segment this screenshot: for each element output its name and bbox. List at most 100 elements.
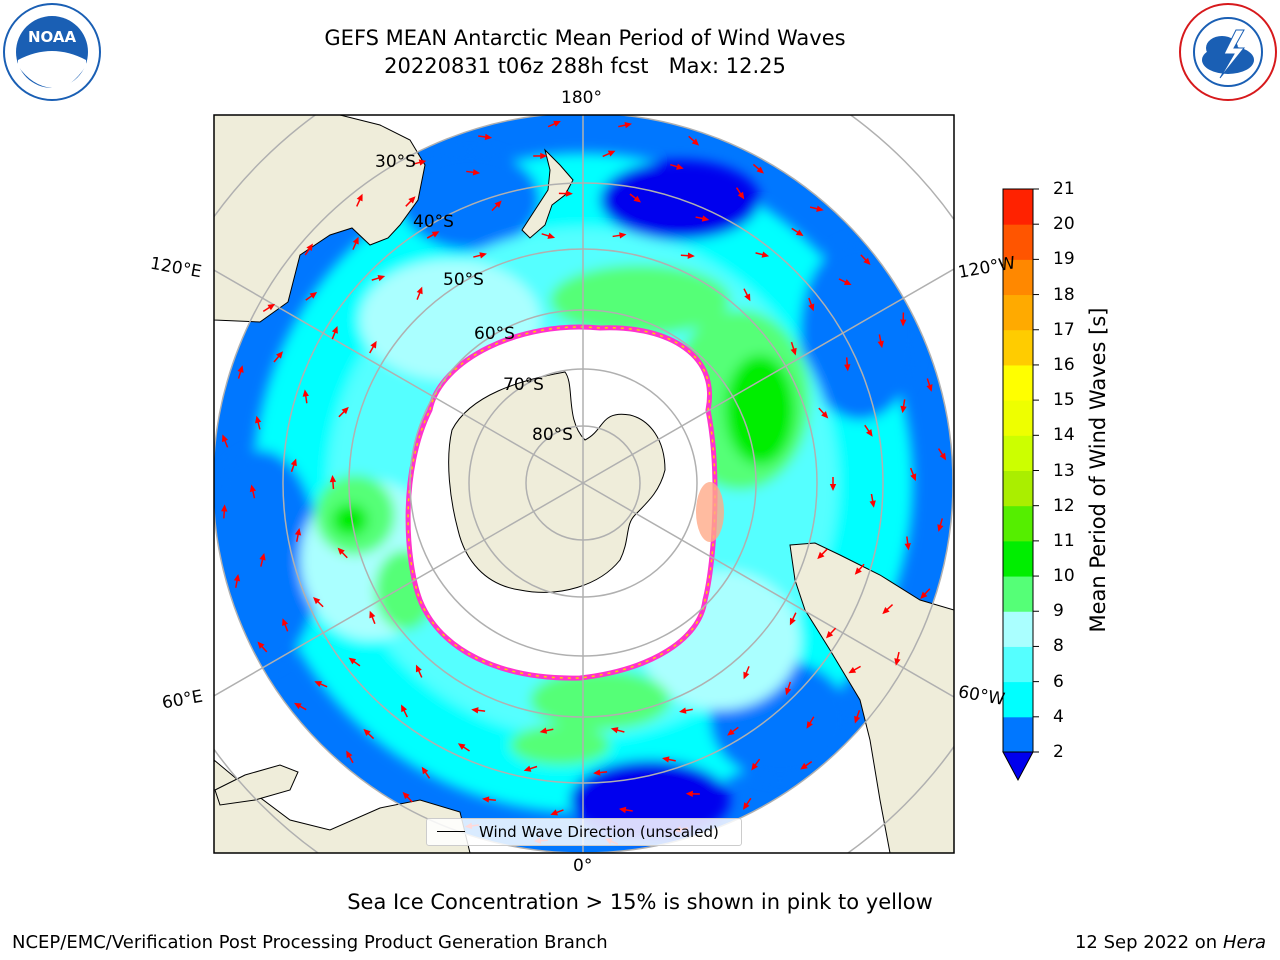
colorbar-segment: [1003, 224, 1033, 260]
wave-arrow-head: [341, 406, 349, 415]
chart-subtitle: 20220831 t06z 288h fcst Max: 12.25: [384, 54, 786, 78]
wave-arrow-head: [829, 484, 837, 491]
wave-arrow-head: [826, 631, 834, 639]
wave-arrow-head: [806, 721, 813, 729]
wave-arrow-head: [377, 275, 386, 282]
lat-label-70s: 70°S: [503, 375, 544, 395]
wave-arrow-head: [331, 326, 338, 334]
wave-arrow-head: [633, 195, 642, 203]
colorbar-segment: [1003, 646, 1033, 683]
wave-arrow-head: [329, 475, 337, 483]
wave-arrow-head: [854, 715, 861, 724]
lat-label-80s: 80°S: [532, 425, 573, 445]
lat-label-50s: 50°S: [443, 270, 484, 290]
wave-arrow-head: [843, 279, 852, 286]
wave-arrow-head: [737, 191, 745, 200]
wave-arrow-head: [481, 796, 490, 803]
wave-arrow-head: [607, 150, 616, 157]
footer-date-text: 12 Sep 2022 on: [1074, 932, 1218, 953]
wave-arrow-head: [337, 547, 345, 555]
wave-arrow-head: [624, 122, 632, 129]
wave-arrow-head: [619, 232, 627, 239]
wave-arrow-head: [939, 452, 947, 461]
wave-arrow-head: [363, 728, 371, 737]
colorbar-tick-label: 2: [1053, 742, 1064, 762]
legend-label: Wind Wave Direction (unscaled): [479, 823, 719, 841]
wave-arrow-head: [313, 596, 321, 605]
footer-credit: NCEP/EMC/Verification Post Processing Pr…: [12, 932, 608, 953]
wave-arrow-head: [821, 411, 829, 419]
colorbar-segment: [1003, 505, 1033, 542]
wave-arrow-head: [494, 200, 502, 208]
wave-arrow-head: [523, 765, 532, 772]
wave-arrow-head: [348, 657, 357, 665]
wave-arrow-head: [744, 293, 751, 302]
colorbar-segment: [1003, 329, 1033, 366]
colorbar-tick-label: 21: [1053, 179, 1075, 199]
wave-arrow-head: [565, 190, 573, 197]
wave-arrow-head: [926, 384, 933, 392]
wave-arrow-head: [877, 340, 884, 349]
colorbar-segment: [1003, 611, 1033, 647]
svg-text:NOAA: NOAA: [28, 28, 77, 46]
wave-arrow-head: [550, 809, 559, 816]
wave-arrow-head: [457, 743, 466, 750]
wave-arrow-head: [539, 727, 548, 734]
wave-arrow-head: [237, 365, 244, 373]
wave-arrow-head: [900, 405, 907, 414]
wave-arrow-head: [416, 286, 423, 295]
wave-arrow-head: [910, 473, 917, 482]
wave-arrow-head: [790, 347, 797, 356]
wave-arrow-head: [678, 707, 687, 714]
south-america-land: [789, 542, 954, 853]
wave-arrow-head: [255, 415, 262, 424]
colorbar-tick-label: 18: [1053, 284, 1075, 305]
nws-logo: [1179, 3, 1277, 101]
wave-arrow-head: [816, 205, 824, 212]
lon-label-0: 0°: [573, 856, 593, 876]
wave-arrow-head: [402, 791, 410, 800]
colorbar-tick-label: 12: [1053, 495, 1075, 516]
wave-arrow-head: [290, 458, 297, 467]
legend-line-sample: [437, 831, 465, 832]
wave-arrow-head: [553, 120, 561, 127]
colorbar-segment: [1003, 294, 1033, 331]
colorbar-tick-label: 13: [1053, 460, 1075, 481]
wave-arrow-head: [415, 664, 422, 673]
wave-arrow-head: [294, 702, 302, 710]
wave-arrow-head: [866, 429, 873, 437]
wave-arrow-head: [356, 193, 363, 202]
wave-arrow-head: [727, 728, 735, 736]
wave-arrow-head: [257, 641, 265, 649]
footer-date: 12 Sep 2022 on Hera: [1075, 932, 1266, 953]
wave-arrow-head: [900, 319, 907, 327]
wave-arrow-head: [418, 159, 427, 166]
sea-ice-note: Sea Ice Concentration > 15% is shown in …: [347, 890, 933, 914]
colorbar-tick-label: 10: [1053, 566, 1075, 587]
wave-arrow-head: [309, 292, 318, 299]
wave-arrow-head: [685, 790, 693, 798]
footer-host: Hera: [1222, 932, 1266, 953]
wave-direction-arrows: [221, 120, 947, 845]
wave-arrow-head: [687, 252, 695, 259]
map-frame: [213, 114, 955, 854]
wave-arrow-head: [249, 484, 257, 493]
wave-arrow-head: [610, 727, 619, 734]
wave-arrow-head: [352, 236, 359, 245]
new-zealand-land: [521, 148, 574, 239]
lat-label-40s: 40°S: [413, 212, 454, 232]
australia-land: [214, 115, 426, 323]
colorbar-segment: [1003, 576, 1033, 612]
wave-arrow-head: [854, 567, 862, 575]
wave-arrow-head: [471, 707, 479, 714]
wave-arrow-head: [421, 766, 429, 775]
antarctica-land: [448, 371, 666, 593]
wave-arrow-head: [259, 552, 266, 561]
wave-arrow-head: [484, 133, 493, 141]
wave-arrow-head: [795, 229, 804, 236]
colorbar-segment: [1003, 364, 1033, 401]
wave-arrow-head: [618, 806, 627, 814]
colorbar-segment: [1003, 681, 1033, 718]
wave-arrow-head: [785, 687, 792, 696]
